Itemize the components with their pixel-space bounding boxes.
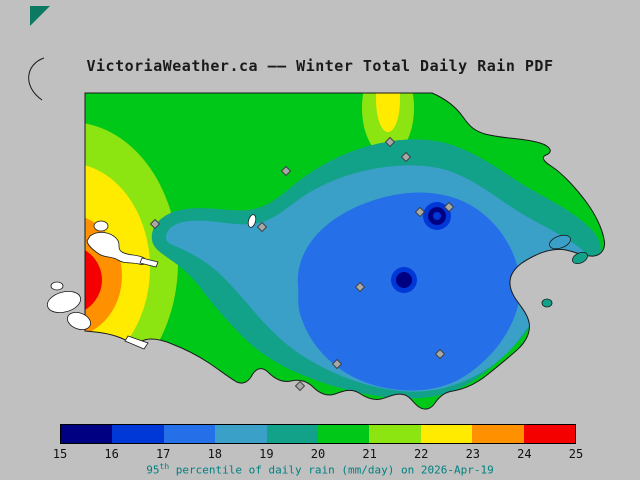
- coastline: [84, 92, 605, 410]
- local-minimum-south: [391, 267, 417, 293]
- station-marker: [414, 206, 426, 218]
- edge-land-fragment: [30, 6, 50, 26]
- colorbar-segment: [369, 425, 421, 443]
- colorbar-tick-label: 25: [568, 447, 584, 461]
- colorbar-tick-label: 21: [362, 447, 377, 461]
- page-title: VictoriaWeather.ca —— Winter Total Daily…: [86, 57, 554, 75]
- colorbar-segment: [112, 425, 164, 443]
- contour-band-22-23: [85, 163, 150, 373]
- harbour-inlet: [93, 220, 109, 232]
- station-marker: [400, 151, 412, 163]
- colorbar-segment: [420, 425, 473, 443]
- colorbar-segment: [215, 425, 267, 443]
- station-marker: [331, 358, 343, 370]
- colorbar-tick-label: 20: [310, 447, 326, 461]
- colorbar-tick-label: 22: [413, 447, 429, 461]
- colorbar-segment: [266, 425, 319, 443]
- lake: [247, 214, 257, 228]
- colorbar-tick-label: 17: [155, 447, 171, 461]
- island: [572, 251, 588, 265]
- island: [549, 234, 571, 250]
- colorbar-segment: [523, 425, 576, 443]
- station-marker: [294, 380, 306, 392]
- station-marker: [256, 221, 268, 233]
- colorbar-segment: [472, 425, 524, 443]
- colorbar-tick-label: 18: [207, 447, 223, 461]
- station-marker: [443, 201, 455, 213]
- station-marker: [149, 218, 161, 230]
- west-shore-fragment: [50, 281, 64, 291]
- colorbar-tick-label: 15: [52, 447, 68, 461]
- caption-number: 95: [146, 463, 160, 477]
- caption-ordinal: th: [159, 462, 170, 471]
- west-shore-fragment: [66, 312, 92, 330]
- harbour-channel: [139, 257, 159, 268]
- colorbar-ticks: 15 16 17 18 19 20 21 22 23 24 25: [53, 447, 583, 461]
- station-markers: [149, 136, 455, 392]
- island: [541, 298, 553, 308]
- west-shore-fragment: [46, 290, 82, 314]
- sooke-inlet: [124, 335, 149, 350]
- colorbar-caption: 95th percentile of daily rain (mm/day) o…: [0, 462, 640, 477]
- station-marker: [354, 281, 366, 293]
- colorbar-segment: [61, 425, 113, 443]
- colorbar: [60, 424, 576, 444]
- colorbar-tick-label: 19: [259, 447, 274, 461]
- local-minimum-north: [423, 202, 451, 230]
- colorbar-tick-label: 23: [465, 447, 481, 461]
- colorbar-tick-label: 24: [517, 447, 532, 461]
- edge-coastline-fragment: [28, 57, 45, 101]
- station-marker: [384, 136, 396, 148]
- caption-text: percentile of daily rain (mm/day) on 202…: [169, 463, 494, 477]
- station-marker: [434, 348, 446, 360]
- station-marker: [280, 165, 292, 177]
- contour-streak-22-23: [376, 93, 400, 132]
- colorbar-segment: [163, 425, 216, 443]
- colorbar-tick-label: 16: [104, 447, 119, 461]
- colorbar-segment: [318, 425, 370, 443]
